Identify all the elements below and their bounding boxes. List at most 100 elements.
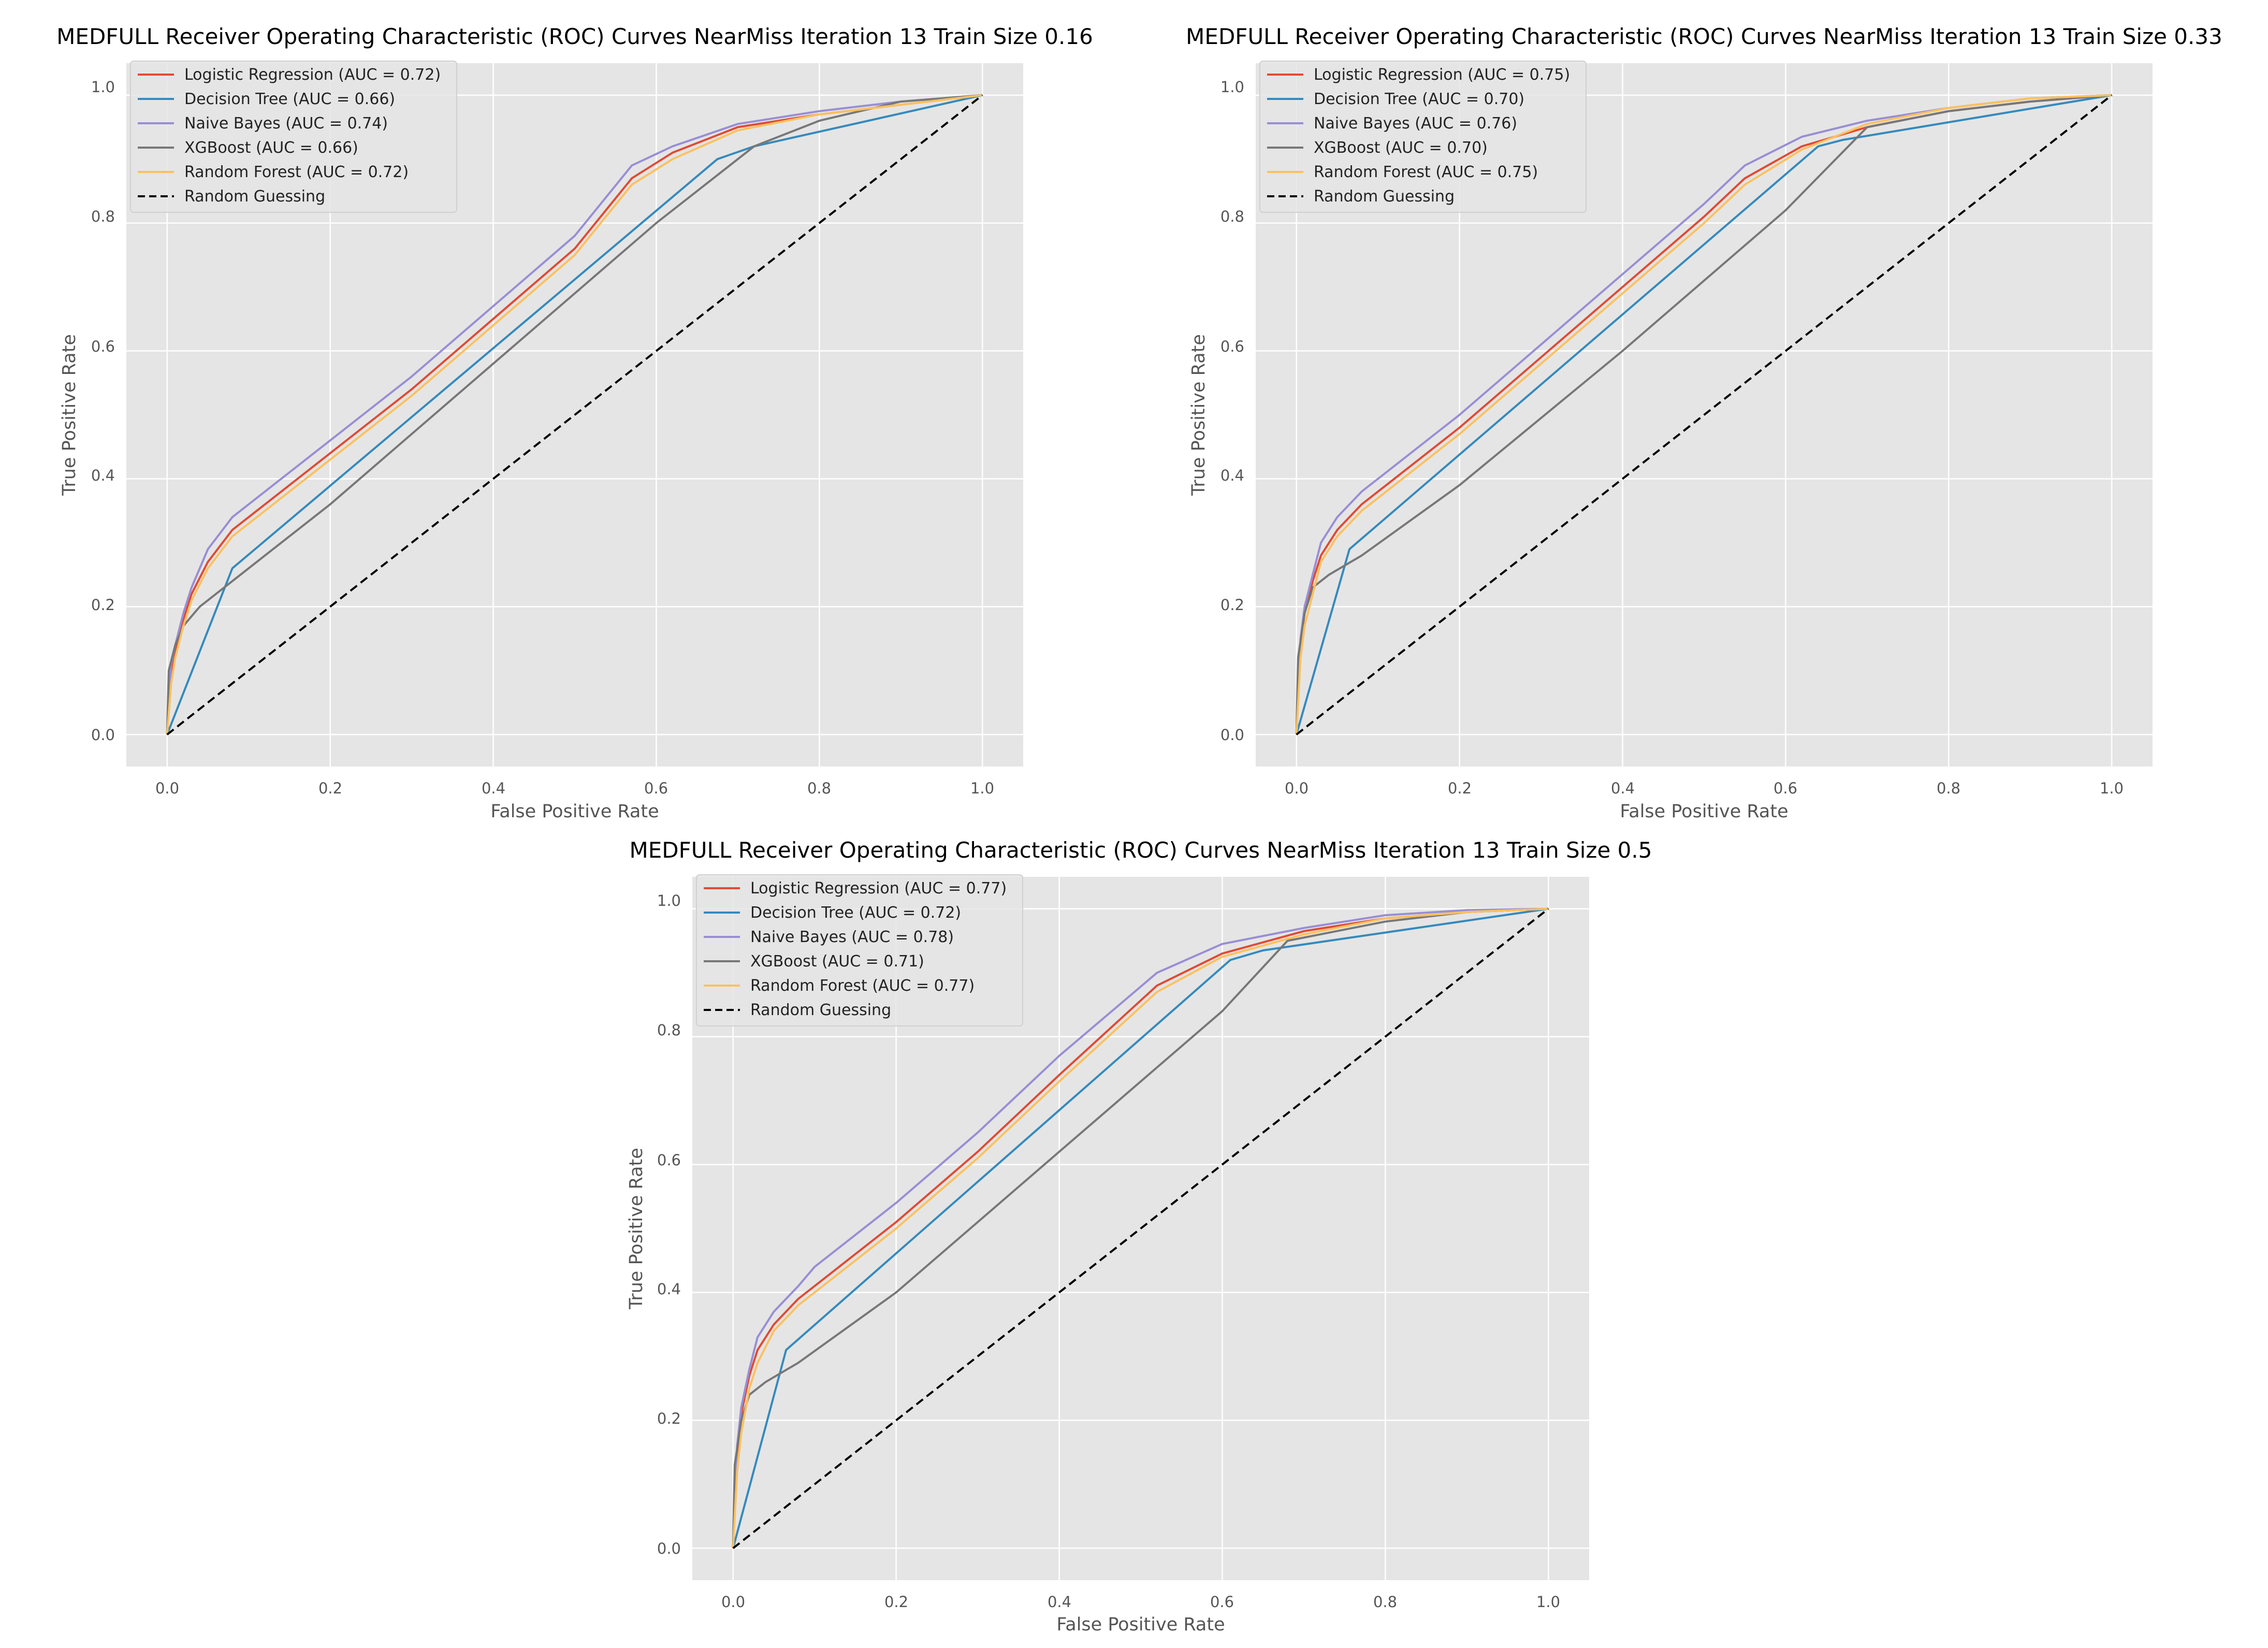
y-tick-label: 0.8 <box>1220 208 1244 225</box>
x-tick-label: 0.0 <box>155 779 179 797</box>
x-tick-label: 0.8 <box>1937 779 1960 797</box>
roc-curves <box>1295 94 2113 735</box>
x-tick-label: 0.0 <box>1285 779 1309 797</box>
y-axis-label: True Positive Rate <box>626 1148 647 1310</box>
roc-curve-decision-tree <box>166 94 983 735</box>
y-axis-label: True Positive Rate <box>1188 334 1209 496</box>
y-tick-labels: 0.0 0.2 0.4 0.6 0.8 1.0 <box>657 892 681 1557</box>
x-tick-label: 0.2 <box>1448 779 1472 797</box>
roc-curve-logistic-regression <box>166 94 983 735</box>
chart-title: MEDFULL Receiver Operating Characteristi… <box>630 837 1652 863</box>
chart-title: MEDFULL Receiver Operating Characteristi… <box>1186 24 2222 49</box>
roc-curve-random-guessing <box>732 908 1549 1549</box>
x-axis-label: False Positive Rate <box>1056 1614 1225 1635</box>
legend-label-decision-tree: Decision Tree (AUC = 0.66) <box>184 90 395 108</box>
x-tick-label: 1.0 <box>1536 1593 1560 1611</box>
x-tick-label: 0.2 <box>884 1593 908 1611</box>
legend: Logistic Regression (AUC = 0.75) Decisio… <box>1259 61 1587 213</box>
roc-curve-random-guessing <box>166 94 983 735</box>
y-tick-label: 0.2 <box>657 1410 681 1427</box>
roc-curve-random-guessing <box>1296 94 2113 735</box>
x-tick-label: 0.2 <box>318 779 342 797</box>
y-tick-labels: 0.0 0.2 0.4 0.6 0.8 1.0 <box>91 78 115 744</box>
x-tick-label: 0.0 <box>721 1593 745 1611</box>
y-tick-label: 0.2 <box>1220 596 1244 614</box>
roc-panel-train-0-5: MEDFULL Receiver Operating Characteristi… <box>626 837 1652 1635</box>
y-tick-labels: 0.0 0.2 0.4 0.6 0.8 1.0 <box>1220 78 1244 744</box>
legend-label-naive-bayes: Naive Bayes (AUC = 0.76) <box>1314 114 1517 133</box>
y-tick-label: 0.0 <box>1220 726 1244 744</box>
y-tick-label: 0.6 <box>1220 338 1244 355</box>
x-tick-label: 0.8 <box>807 779 831 797</box>
y-tick-label: 1.0 <box>91 78 115 96</box>
legend-label-logistic-regression: Logistic Regression (AUC = 0.77) <box>750 879 1007 898</box>
roc-curve-random-forest <box>1295 94 2112 735</box>
legend-label-random-guessing: Random Guessing <box>750 1001 891 1019</box>
x-tick-label: 0.8 <box>1373 1593 1397 1611</box>
roc-curve-random-forest <box>166 94 983 735</box>
x-tick-label: 0.6 <box>1210 1593 1234 1611</box>
x-tick-label: 1.0 <box>2100 779 2124 797</box>
roc-curves <box>732 907 1549 1549</box>
legend-label-naive-bayes: Naive Bayes (AUC = 0.74) <box>184 114 388 133</box>
legend: Logistic Regression (AUC = 0.72) Decisio… <box>130 61 457 213</box>
legend-label-random-guessing: Random Guessing <box>1314 187 1455 206</box>
roc-curve-xgboost <box>166 94 983 735</box>
legend-label-random-forest: Random Forest (AUC = 0.75) <box>1314 163 1538 181</box>
legend-box <box>1259 61 1587 213</box>
x-axis-label: False Positive Rate <box>490 801 659 822</box>
y-tick-label: 0.4 <box>657 1280 681 1298</box>
x-tick-labels: 0.0 0.2 0.4 0.6 0.8 1.0 <box>1285 779 2124 797</box>
legend-label-naive-bayes: Naive Bayes (AUC = 0.78) <box>750 928 954 946</box>
legend-box <box>130 61 457 213</box>
y-tick-label: 0.8 <box>657 1021 681 1039</box>
x-tick-label: 1.0 <box>970 779 994 797</box>
roc-curve-random-forest <box>732 907 1549 1549</box>
x-tick-labels: 0.0 0.2 0.4 0.6 0.8 1.0 <box>155 779 994 797</box>
roc-curve-naive-bayes <box>166 94 983 735</box>
y-tick-label: 0.8 <box>91 208 115 225</box>
y-tick-label: 0.0 <box>657 1540 681 1557</box>
x-tick-label: 0.4 <box>1048 1593 1071 1611</box>
legend-label-xgboost: XGBoost (AUC = 0.71) <box>750 952 924 971</box>
roc-curve-decision-tree <box>1295 94 2112 735</box>
roc-curve-decision-tree <box>732 907 1549 1549</box>
roc-curve-xgboost <box>732 907 1549 1549</box>
roc-panel-train-0-33: MEDFULL Receiver Operating Characteristi… <box>1186 24 2222 822</box>
y-tick-label: 1.0 <box>657 892 681 909</box>
y-tick-label: 0.6 <box>657 1151 681 1169</box>
x-tick-labels: 0.0 0.2 0.4 0.6 0.8 1.0 <box>721 1593 1560 1611</box>
legend-label-decision-tree: Decision Tree (AUC = 0.72) <box>750 904 961 922</box>
x-tick-label: 0.6 <box>644 779 668 797</box>
roc-curve-naive-bayes <box>732 907 1549 1549</box>
roc-panel-train-0-16: MEDFULL Receiver Operating Characteristi… <box>56 24 1093 822</box>
x-tick-label: 0.6 <box>1773 779 1797 797</box>
legend-label-logistic-regression: Logistic Regression (AUC = 0.72) <box>184 66 441 84</box>
y-tick-label: 1.0 <box>1220 78 1244 96</box>
y-tick-label: 0.4 <box>91 467 115 484</box>
roc-curve-xgboost <box>1295 94 2112 735</box>
y-axis-label: True Positive Rate <box>59 334 80 496</box>
y-tick-label: 0.6 <box>91 338 115 355</box>
chart-title: MEDFULL Receiver Operating Characteristi… <box>56 24 1093 49</box>
legend-label-decision-tree: Decision Tree (AUC = 0.70) <box>1314 90 1524 108</box>
legend-label-random-guessing: Random Guessing <box>184 187 325 206</box>
legend-label-random-forest: Random Forest (AUC = 0.72) <box>184 163 409 181</box>
y-tick-label: 0.4 <box>1220 467 1244 484</box>
roc-curve-logistic-regression <box>732 907 1549 1549</box>
grid-lines <box>126 63 1023 767</box>
x-tick-label: 0.4 <box>1611 779 1635 797</box>
legend-label-random-forest: Random Forest (AUC = 0.77) <box>750 977 975 995</box>
legend-box <box>696 874 1023 1027</box>
legend-label-xgboost: XGBoost (AUC = 0.70) <box>1314 139 1488 157</box>
roc-curve-naive-bayes <box>1295 94 2112 735</box>
y-tick-label: 0.2 <box>91 596 115 614</box>
x-axis-label: False Positive Rate <box>1620 801 1788 822</box>
y-tick-label: 0.0 <box>91 726 115 744</box>
legend-label-xgboost: XGBoost (AUC = 0.66) <box>184 139 358 157</box>
legend: Logistic Regression (AUC = 0.77) Decisio… <box>696 874 1023 1027</box>
x-tick-label: 0.4 <box>482 779 505 797</box>
roc-curves <box>166 94 983 735</box>
legend-label-logistic-regression: Logistic Regression (AUC = 0.75) <box>1314 66 1570 84</box>
